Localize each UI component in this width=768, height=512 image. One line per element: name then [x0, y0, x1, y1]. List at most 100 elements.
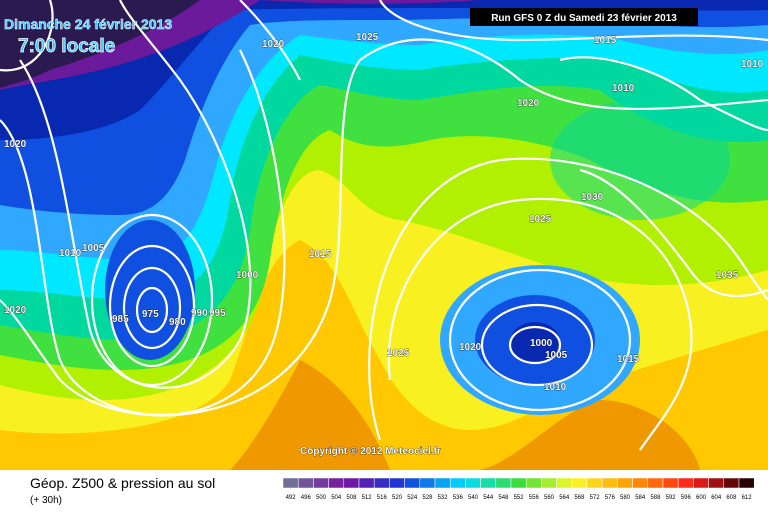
footer-lead: (+ 30h)	[30, 495, 62, 506]
scale-swatch	[297, 477, 314, 489]
isobar-label: 980	[169, 317, 186, 328]
scale-label: 520	[392, 495, 403, 501]
isobar-label: 1025	[387, 348, 410, 359]
isobar-label: 1020	[262, 39, 285, 50]
scale-label: 596	[681, 495, 692, 501]
field	[0, 0, 200, 88]
scale-label: 568	[574, 495, 585, 501]
scale-swatch	[510, 477, 527, 489]
scale-swatch	[313, 477, 329, 489]
footer-title: Géop. Z500 & pression au sol	[30, 475, 215, 491]
scale-swatch	[419, 477, 436, 489]
scale-label: 492	[286, 495, 297, 501]
isobars	[0, 0, 768, 451]
scale-swatch	[541, 477, 557, 489]
isobar-label: 1010	[544, 382, 567, 393]
scale-swatch	[632, 477, 649, 489]
scale-label: 508	[346, 495, 357, 501]
scale-label: 572	[590, 495, 601, 501]
scale-label: 612	[742, 495, 753, 501]
scale-label: 588	[650, 495, 661, 501]
scale-swatch	[343, 477, 360, 489]
scale-swatch	[404, 477, 421, 489]
isobar-label: 1020	[4, 305, 27, 316]
scale-swatch	[389, 477, 405, 489]
isobar-label: 1015	[309, 249, 332, 260]
scale-label: 604	[711, 495, 722, 501]
field	[510, 322, 560, 362]
scale-swatch	[282, 477, 299, 489]
time-title: 7:00 locale	[18, 36, 115, 57]
scale-swatch	[617, 477, 633, 489]
scale-label: 564	[559, 495, 570, 501]
isobar-label: 1005	[545, 350, 568, 361]
isobar-label: 1030	[581, 192, 604, 203]
scale-label: 516	[377, 495, 388, 501]
field	[105, 220, 195, 360]
scale-label: 532	[438, 495, 449, 501]
scale-swatch	[449, 477, 466, 489]
isobar-label: 1020	[4, 139, 27, 150]
scale-label: 528	[422, 495, 433, 501]
isobar-label: 1010	[741, 59, 764, 70]
isobar-label: 1020	[517, 98, 540, 109]
isobar-label: 1010	[612, 83, 635, 94]
scale-label: 608	[726, 495, 737, 501]
scale-swatch	[525, 477, 542, 489]
footer	[0, 470, 768, 512]
run-info: Run GFS 0 Z du Samedi 23 février 2013	[491, 13, 677, 24]
scale-label: 524	[407, 495, 418, 501]
scale-label: 576	[605, 495, 616, 501]
scale-swatch	[434, 477, 451, 489]
scale-label: 600	[696, 495, 707, 501]
date-title: Dimanche 24 février 2013	[4, 16, 172, 32]
scale-swatch	[586, 477, 603, 489]
scale-swatch	[677, 477, 694, 489]
isobar-label: 1020	[459, 342, 482, 353]
scale-swatch	[328, 477, 345, 489]
scale-label: 548	[498, 495, 509, 501]
scale-swatch	[693, 477, 709, 489]
field	[0, 0, 768, 215]
scale-label: 540	[468, 495, 479, 501]
scale-label: 536	[453, 495, 464, 501]
isobar-label: 1015	[594, 35, 617, 46]
isobar-label: 1035	[716, 270, 739, 281]
isobar-label: 990	[191, 308, 208, 319]
scale-swatch	[373, 477, 390, 489]
scale-label: 560	[544, 495, 555, 501]
scale-swatch	[601, 477, 618, 489]
isobar-label: 1015	[617, 354, 640, 365]
scale-label: 512	[362, 495, 373, 501]
run-box	[470, 8, 698, 26]
isobar-label: 1000	[530, 338, 553, 349]
scale-swatch	[723, 477, 740, 489]
scale-label: 496	[301, 495, 312, 501]
isobar-label: 1010	[59, 248, 82, 259]
scale-label: 544	[483, 495, 494, 501]
scale-label: 556	[529, 495, 540, 501]
scale-swatch	[480, 477, 497, 489]
scale-swatch	[495, 477, 512, 489]
scale-label: 592	[666, 495, 677, 501]
scale-swatch	[708, 477, 725, 489]
scale-swatch	[465, 477, 481, 489]
copyright: Copyright © 2012 Meteociel.fr	[300, 446, 441, 457]
scale-swatch	[662, 477, 679, 489]
scale-label: 580	[620, 495, 631, 501]
scale-label: 552	[514, 495, 525, 501]
scale-swatch	[571, 477, 588, 489]
scale-swatch	[647, 477, 664, 489]
isobar-label: 1000	[236, 270, 259, 281]
isobar-label: 1025	[356, 32, 379, 43]
scale-label: 504	[331, 495, 342, 501]
scale-swatch	[556, 477, 573, 489]
field	[550, 100, 730, 220]
isobar-label: 995	[209, 308, 226, 319]
isobar-label: 975	[142, 309, 159, 320]
scale-swatch	[358, 477, 375, 489]
scale-label: 500	[316, 495, 327, 501]
isobar-label: 1005	[82, 243, 105, 254]
isobar-label: 1025	[529, 214, 552, 225]
